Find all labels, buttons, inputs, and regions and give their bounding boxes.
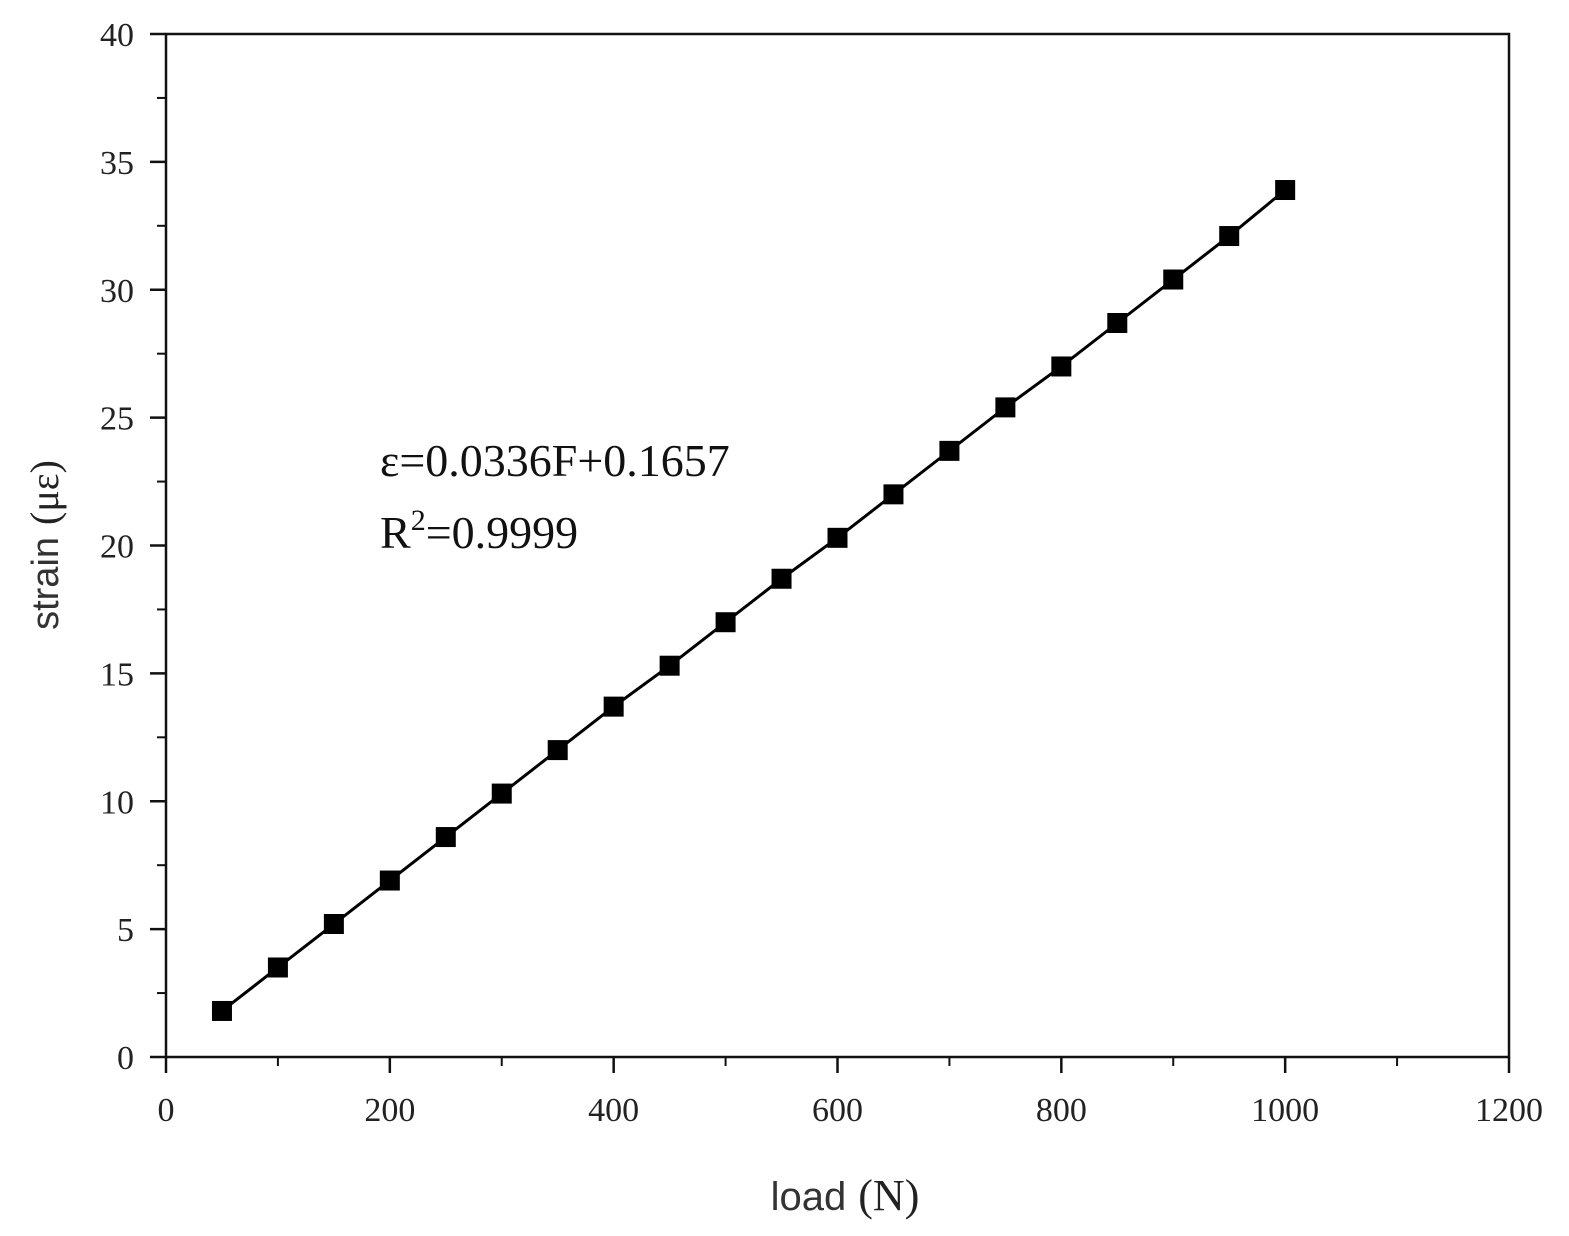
data-point: [1107, 312, 1128, 333]
y-axis-label-unit: (με): [22, 460, 67, 525]
annotation-equation: ε=0.0336F+0.1657: [380, 435, 730, 486]
y-axis: 0 5 10 15 20 25 30 35 40: [100, 17, 166, 1077]
data-point: [715, 612, 736, 633]
r2-value: =0.9999: [426, 507, 578, 558]
data-point: [603, 696, 624, 717]
x-axis-label-main: load: [771, 1175, 847, 1219]
data-point: [379, 870, 400, 891]
data-point: [211, 1000, 232, 1021]
data-point: [547, 740, 568, 761]
y-tick-label: 10: [100, 784, 134, 821]
y-tick-label: 25: [100, 401, 134, 438]
x-tick-label: 800: [1036, 1092, 1087, 1129]
data-point: [771, 568, 792, 589]
r2-superscript: 2: [411, 504, 426, 537]
annotation-r-squared: R2=0.9999: [380, 504, 578, 558]
x-tick-label: 1000: [1251, 1092, 1319, 1129]
data-point: [323, 914, 344, 935]
y-tick-label: 30: [100, 273, 134, 310]
r2-prefix: R: [380, 507, 411, 558]
x-tick-label: 1200: [1475, 1092, 1543, 1129]
data-point: [1051, 356, 1072, 377]
x-axis-label-unit: (N): [858, 1171, 919, 1220]
series-layer: [211, 180, 1296, 1021]
y-tick-label: 20: [100, 529, 134, 566]
y-tick-label: 15: [100, 656, 134, 693]
x-tick-label: 400: [588, 1092, 639, 1129]
data-point: [1163, 269, 1184, 290]
x-tick-label: 200: [364, 1092, 415, 1129]
x-axis-label: load (N): [771, 1171, 920, 1220]
data-point: [491, 783, 512, 804]
x-axis: 0 200 400 600 800 1000 1200: [158, 1057, 1543, 1129]
data-point: [883, 484, 904, 505]
data-point: [267, 957, 288, 978]
y-axis-label: strain (με): [22, 460, 67, 630]
data-point: [827, 527, 848, 548]
x-tick-label: 600: [812, 1092, 863, 1129]
data-point: [1219, 226, 1240, 247]
y-tick-label: 35: [100, 145, 134, 182]
y-axis-label-main: strain: [25, 537, 67, 630]
data-point: [659, 655, 680, 676]
data-point: [435, 827, 456, 848]
data-point: [995, 397, 1016, 418]
y-tick-label: 5: [117, 912, 134, 949]
x-tick-label: 0: [158, 1092, 175, 1129]
data-point: [1275, 180, 1296, 201]
y-tick-label: 40: [100, 17, 134, 54]
data-point: [939, 440, 960, 461]
y-tick-label: 0: [117, 1040, 134, 1077]
